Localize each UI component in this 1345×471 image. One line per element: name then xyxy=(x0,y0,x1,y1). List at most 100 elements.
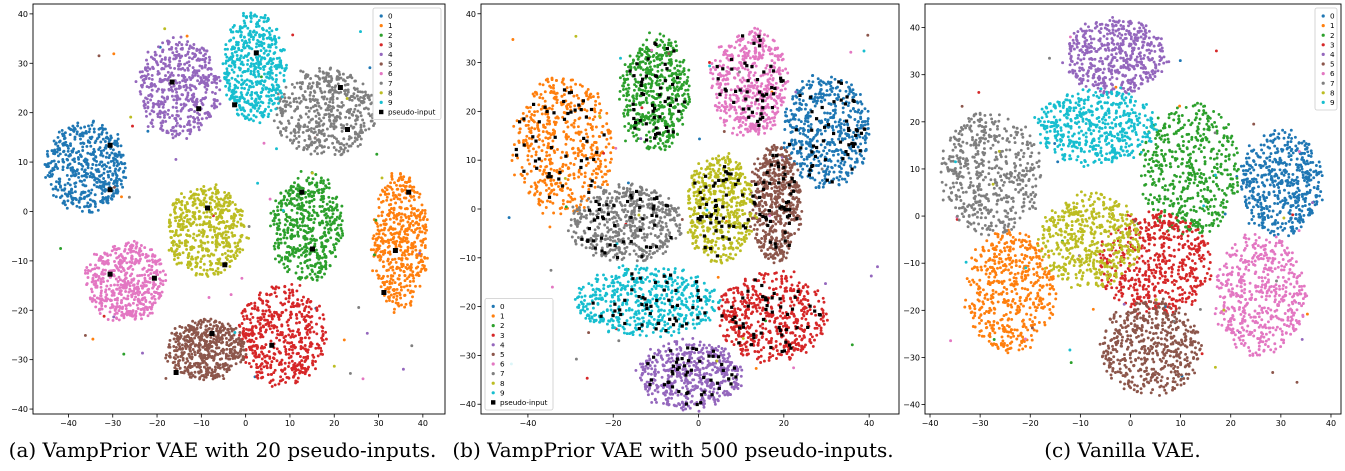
point xyxy=(280,333,283,336)
point xyxy=(321,124,324,127)
point xyxy=(393,181,396,184)
point xyxy=(189,128,192,131)
point xyxy=(63,189,66,192)
point xyxy=(106,197,109,200)
point xyxy=(81,175,84,178)
point xyxy=(106,152,109,155)
point xyxy=(145,115,148,118)
point xyxy=(149,68,152,71)
point xyxy=(147,274,150,277)
point xyxy=(198,346,201,349)
point xyxy=(208,327,211,330)
point xyxy=(79,138,82,141)
point xyxy=(215,262,218,265)
point xyxy=(218,321,221,324)
point xyxy=(261,313,264,316)
point xyxy=(287,227,290,230)
point xyxy=(398,283,401,286)
point xyxy=(132,284,135,287)
point xyxy=(124,176,127,179)
point xyxy=(168,48,171,51)
point xyxy=(309,91,312,94)
point xyxy=(105,299,108,302)
point xyxy=(420,244,423,247)
point xyxy=(202,185,205,188)
point xyxy=(198,377,201,380)
point xyxy=(328,100,331,103)
point xyxy=(182,85,185,88)
point xyxy=(222,62,225,65)
point xyxy=(124,272,127,275)
point xyxy=(82,142,85,145)
point xyxy=(332,114,335,117)
point xyxy=(246,317,249,320)
point xyxy=(109,310,112,313)
point xyxy=(160,60,163,63)
point xyxy=(248,225,251,228)
point xyxy=(394,195,397,198)
point xyxy=(201,235,204,238)
point xyxy=(166,113,169,116)
point xyxy=(219,262,222,265)
point xyxy=(192,201,195,204)
point xyxy=(323,342,326,345)
point xyxy=(389,238,392,241)
point xyxy=(327,146,330,149)
point xyxy=(126,310,129,313)
point xyxy=(203,344,206,347)
point xyxy=(178,53,181,56)
point xyxy=(280,323,283,326)
point xyxy=(215,236,218,239)
point xyxy=(206,373,209,376)
point xyxy=(294,251,297,254)
point xyxy=(106,254,109,257)
point xyxy=(373,122,376,125)
point xyxy=(249,30,252,33)
point xyxy=(380,255,383,258)
point xyxy=(201,361,204,364)
point xyxy=(291,360,294,363)
point xyxy=(293,305,296,308)
point xyxy=(201,321,204,324)
point xyxy=(257,75,260,78)
point xyxy=(381,250,384,253)
point xyxy=(248,362,251,365)
point xyxy=(191,194,194,197)
point xyxy=(237,337,240,340)
point xyxy=(367,108,370,111)
point xyxy=(424,232,427,235)
point xyxy=(238,240,241,243)
point xyxy=(154,54,157,57)
point xyxy=(342,137,345,140)
point xyxy=(333,248,336,251)
point xyxy=(279,71,282,74)
point xyxy=(274,325,277,328)
point xyxy=(179,117,182,120)
point xyxy=(178,219,181,222)
point xyxy=(196,59,199,62)
point xyxy=(280,122,283,125)
point xyxy=(308,337,311,340)
point xyxy=(314,184,317,187)
point xyxy=(368,66,371,69)
point xyxy=(325,221,328,224)
point xyxy=(305,201,308,204)
point xyxy=(179,207,182,210)
point xyxy=(280,242,283,245)
point xyxy=(409,269,412,272)
point xyxy=(187,324,190,327)
point xyxy=(214,92,217,95)
point xyxy=(304,230,307,233)
point xyxy=(396,295,399,298)
point xyxy=(105,262,108,265)
point xyxy=(88,128,91,131)
point xyxy=(375,153,378,156)
point xyxy=(357,306,360,309)
point xyxy=(309,238,312,241)
point xyxy=(211,368,214,371)
point xyxy=(391,266,394,269)
point xyxy=(181,129,184,132)
point xyxy=(268,305,271,308)
point xyxy=(151,255,154,258)
point xyxy=(407,240,410,243)
